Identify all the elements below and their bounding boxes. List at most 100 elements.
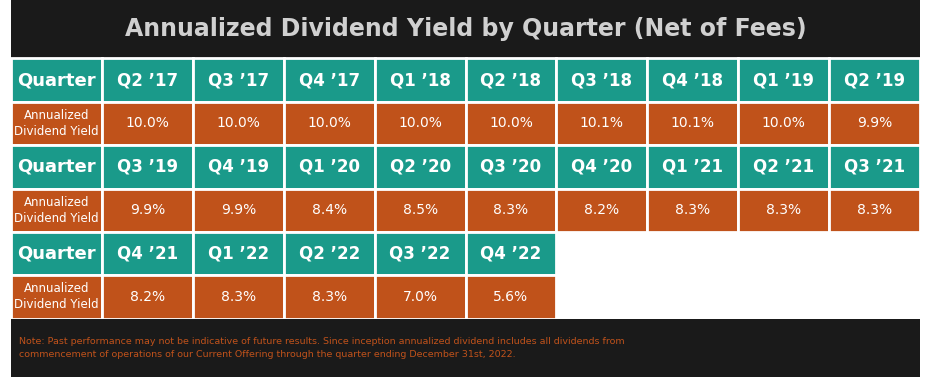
Text: 10.0%: 10.0%	[216, 116, 261, 130]
Text: Q3 ’20: Q3 ’20	[480, 158, 542, 176]
Text: Quarter: Quarter	[18, 158, 96, 176]
FancyBboxPatch shape	[647, 145, 738, 188]
FancyBboxPatch shape	[557, 58, 647, 102]
FancyBboxPatch shape	[647, 102, 738, 145]
Text: 8.3%: 8.3%	[221, 290, 256, 304]
FancyBboxPatch shape	[284, 102, 374, 145]
FancyBboxPatch shape	[374, 145, 466, 188]
FancyBboxPatch shape	[374, 188, 466, 232]
Text: 10.0%: 10.0%	[489, 116, 533, 130]
Text: Annualized
Dividend Yield: Annualized Dividend Yield	[14, 196, 99, 225]
FancyBboxPatch shape	[466, 145, 557, 188]
Text: Q2 ’18: Q2 ’18	[480, 71, 542, 89]
FancyBboxPatch shape	[738, 58, 829, 102]
Text: Q2 ’19: Q2 ’19	[843, 71, 905, 89]
FancyBboxPatch shape	[374, 102, 466, 145]
FancyBboxPatch shape	[11, 319, 920, 377]
FancyBboxPatch shape	[466, 232, 557, 275]
Text: Quarter: Quarter	[18, 245, 96, 262]
Text: 7.0%: 7.0%	[402, 290, 438, 304]
FancyBboxPatch shape	[193, 232, 284, 275]
Text: 10.0%: 10.0%	[126, 116, 169, 130]
Text: 8.3%: 8.3%	[766, 203, 801, 217]
Text: Q1 ’20: Q1 ’20	[299, 158, 359, 176]
Text: Q4 ’20: Q4 ’20	[572, 158, 632, 176]
Text: Q1 ’21: Q1 ’21	[662, 158, 723, 176]
FancyBboxPatch shape	[11, 145, 102, 188]
FancyBboxPatch shape	[829, 188, 920, 232]
FancyBboxPatch shape	[647, 188, 738, 232]
Text: 10.0%: 10.0%	[307, 116, 351, 130]
Text: 8.3%: 8.3%	[312, 290, 346, 304]
FancyBboxPatch shape	[466, 188, 557, 232]
FancyBboxPatch shape	[193, 102, 284, 145]
FancyBboxPatch shape	[11, 232, 102, 275]
FancyBboxPatch shape	[284, 145, 374, 188]
FancyBboxPatch shape	[102, 145, 193, 188]
Text: 8.4%: 8.4%	[312, 203, 346, 217]
Text: Q3 ’19: Q3 ’19	[117, 158, 178, 176]
FancyBboxPatch shape	[466, 102, 557, 145]
FancyBboxPatch shape	[374, 58, 466, 102]
FancyBboxPatch shape	[193, 275, 284, 319]
Text: Q4 ’17: Q4 ’17	[299, 71, 359, 89]
FancyBboxPatch shape	[11, 275, 102, 319]
FancyBboxPatch shape	[102, 275, 193, 319]
FancyBboxPatch shape	[284, 188, 374, 232]
FancyBboxPatch shape	[647, 58, 738, 102]
Text: Q1 ’19: Q1 ’19	[753, 71, 814, 89]
FancyBboxPatch shape	[284, 232, 374, 275]
Text: 9.9%: 9.9%	[221, 203, 256, 217]
Text: Q3 ’22: Q3 ’22	[389, 245, 451, 262]
Text: Q3 ’21: Q3 ’21	[843, 158, 905, 176]
Text: 9.9%: 9.9%	[857, 116, 892, 130]
FancyBboxPatch shape	[374, 275, 466, 319]
Text: Annualized
Dividend Yield: Annualized Dividend Yield	[14, 282, 99, 311]
Text: Q2 ’21: Q2 ’21	[753, 158, 814, 176]
FancyBboxPatch shape	[102, 102, 193, 145]
FancyBboxPatch shape	[11, 102, 102, 145]
Text: Q4 ’22: Q4 ’22	[480, 245, 542, 262]
FancyBboxPatch shape	[557, 102, 647, 145]
FancyBboxPatch shape	[466, 275, 557, 319]
Text: 8.3%: 8.3%	[493, 203, 529, 217]
Text: Annualized Dividend Yield by Quarter (Net of Fees): Annualized Dividend Yield by Quarter (Ne…	[125, 17, 806, 41]
Text: 10.0%: 10.0%	[762, 116, 805, 130]
Text: Q4 ’19: Q4 ’19	[208, 158, 269, 176]
FancyBboxPatch shape	[829, 58, 920, 102]
FancyBboxPatch shape	[102, 58, 193, 102]
FancyBboxPatch shape	[11, 0, 920, 58]
Text: 8.5%: 8.5%	[402, 203, 438, 217]
Text: Q4 ’21: Q4 ’21	[117, 245, 178, 262]
FancyBboxPatch shape	[193, 145, 284, 188]
Text: 8.3%: 8.3%	[857, 203, 892, 217]
FancyBboxPatch shape	[829, 145, 920, 188]
Text: Q1 ’18: Q1 ’18	[390, 71, 451, 89]
Text: Quarter: Quarter	[18, 71, 96, 89]
Text: Q4 ’18: Q4 ’18	[662, 71, 723, 89]
Text: Annualized
Dividend Yield: Annualized Dividend Yield	[14, 109, 99, 138]
Text: 8.2%: 8.2%	[585, 203, 619, 217]
FancyBboxPatch shape	[374, 232, 466, 275]
Text: 5.6%: 5.6%	[493, 290, 529, 304]
Text: 8.3%: 8.3%	[675, 203, 710, 217]
Text: Q2 ’22: Q2 ’22	[299, 245, 359, 262]
FancyBboxPatch shape	[557, 145, 647, 188]
FancyBboxPatch shape	[738, 102, 829, 145]
Text: Q3 ’17: Q3 ’17	[208, 71, 269, 89]
Text: Q2 ’17: Q2 ’17	[117, 71, 178, 89]
FancyBboxPatch shape	[11, 188, 102, 232]
FancyBboxPatch shape	[11, 58, 102, 102]
Text: Q3 ’18: Q3 ’18	[572, 71, 632, 89]
FancyBboxPatch shape	[829, 102, 920, 145]
FancyBboxPatch shape	[466, 58, 557, 102]
FancyBboxPatch shape	[557, 188, 647, 232]
Text: 10.1%: 10.1%	[670, 116, 715, 130]
Text: 8.2%: 8.2%	[130, 290, 165, 304]
Text: Q1 ’22: Q1 ’22	[208, 245, 269, 262]
Text: Q2 ’20: Q2 ’20	[389, 158, 451, 176]
Text: 10.0%: 10.0%	[398, 116, 442, 130]
Text: 9.9%: 9.9%	[129, 203, 165, 217]
Text: Note: Past performance may not be indicative of future results. Since inception : Note: Past performance may not be indica…	[19, 337, 625, 359]
FancyBboxPatch shape	[738, 145, 829, 188]
